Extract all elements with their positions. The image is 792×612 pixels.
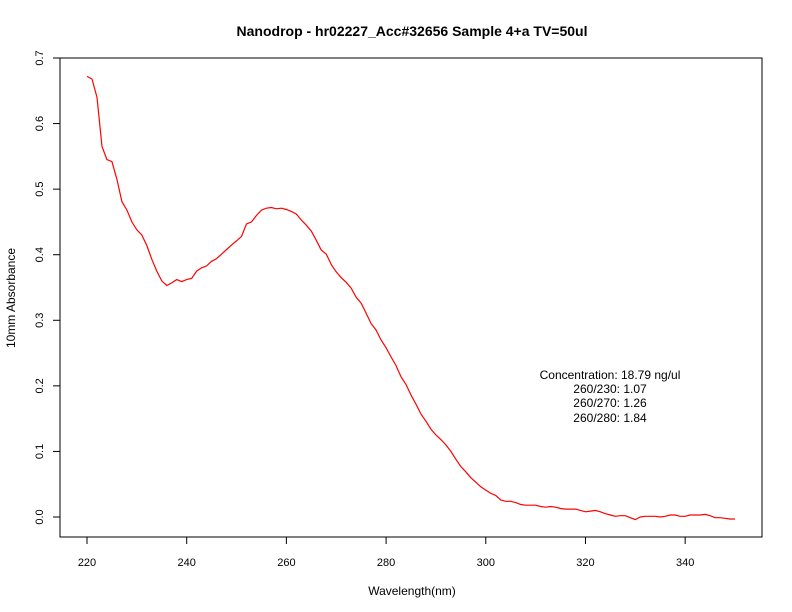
annotation-ratio-260-280: 260/280: 1.84: [573, 411, 647, 425]
x-tick-label: 320: [576, 557, 594, 569]
annotation-ratio-260-230: 260/230: 1.07: [573, 382, 647, 396]
y-axis-label: 10mm Absorbance: [4, 248, 18, 348]
chart-title: Nanodrop - hr02227_Acc#32656 Sample 4+a …: [237, 23, 588, 39]
y-tick-label: 0.4: [34, 247, 46, 262]
y-tick-label: 0.3: [34, 313, 46, 328]
x-tick-label: 280: [377, 557, 395, 569]
annotation-concentration: Concentration: 18.79 ng/ul: [540, 368, 681, 382]
x-tick-label: 340: [676, 557, 694, 569]
absorbance-series-line: [86, 75, 735, 521]
y-tick-label: 0.6: [34, 116, 46, 131]
x-tick-label: 240: [178, 557, 196, 569]
y-axis: 0.0 0.1 0.2 0.3 0.4 0.5 0.6 0.7: [34, 50, 61, 525]
y-tick-label: 0.1: [34, 444, 46, 459]
x-tick-label: 300: [477, 557, 495, 569]
y-tick-label: 0.5: [34, 181, 46, 196]
x-tick-label: 260: [277, 557, 295, 569]
x-axis: 220 240 260 280 300 320 340: [78, 536, 694, 569]
annotation-ratio-260-270: 260/270: 1.26: [573, 396, 647, 410]
y-tick-label: 0.2: [34, 378, 46, 393]
y-tick-label: 0.7: [34, 50, 46, 65]
measurement-annotations: Concentration: 18.79 ng/ul 260/230: 1.07…: [540, 368, 681, 425]
x-tick-label: 220: [78, 557, 96, 569]
x-axis-label: Wavelength(nm): [368, 584, 456, 598]
y-tick-label: 0.0: [34, 509, 46, 524]
plot-frame: [59, 57, 763, 538]
